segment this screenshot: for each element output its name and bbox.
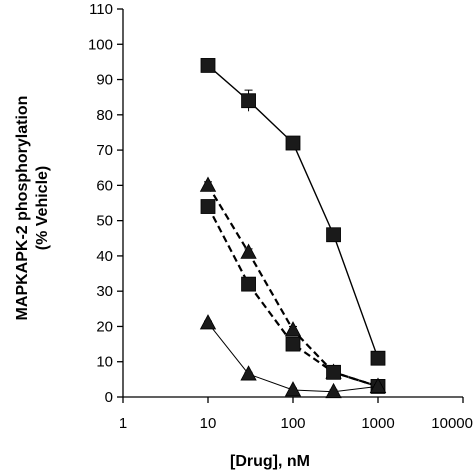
data-point-triangle bbox=[199, 176, 217, 192]
data-point-square bbox=[326, 227, 341, 243]
y-tick-label: 60 bbox=[96, 177, 113, 194]
data-point-triangle bbox=[240, 243, 257, 259]
y-tick-label: 100 bbox=[88, 36, 113, 53]
y-axis-title-line2: (% Vehicle) bbox=[34, 166, 51, 250]
y-tick-label: 0 bbox=[105, 389, 113, 406]
data-point-triangle bbox=[284, 381, 302, 397]
series-line bbox=[207, 64, 379, 359]
series-3 bbox=[200, 199, 386, 394]
series-1 bbox=[200, 58, 386, 366]
y-tick-label: 10 bbox=[96, 354, 113, 371]
data-point-square bbox=[200, 58, 216, 73]
y-tick-label: 30 bbox=[96, 283, 113, 300]
data-point-triangle bbox=[199, 314, 217, 330]
data-point-square bbox=[200, 199, 216, 214]
y-tick-label: 40 bbox=[96, 248, 113, 265]
data-point-square bbox=[285, 135, 301, 151]
x-tick-label: 1 bbox=[119, 415, 127, 432]
data-point-square bbox=[241, 93, 256, 109]
data-point-triangle bbox=[284, 321, 302, 337]
y-tick-label: 70 bbox=[96, 142, 113, 159]
y-tick-label: 50 bbox=[96, 213, 113, 230]
y-axis-title-line1: MAPKAPK-2 phosphorylation bbox=[14, 96, 31, 321]
data-point-triangle bbox=[369, 377, 387, 393]
x-tick-label: 1000 bbox=[361, 415, 394, 432]
series-4 bbox=[199, 314, 387, 399]
series-line bbox=[207, 206, 379, 388]
series-layer bbox=[199, 58, 387, 399]
data-point-square bbox=[285, 336, 301, 352]
x-tick-label: 10 bbox=[200, 415, 217, 432]
x-tick-label: 100 bbox=[280, 415, 305, 432]
y-tick-label: 90 bbox=[96, 72, 113, 89]
x-tick-label: 10000 bbox=[431, 415, 473, 432]
x-axis-title: [Drug], nM bbox=[230, 453, 310, 470]
y-tick-label: 80 bbox=[96, 107, 113, 124]
y-tick-label: 20 bbox=[96, 318, 113, 335]
data-point-triangle bbox=[325, 382, 342, 399]
series-2 bbox=[199, 176, 387, 393]
data-point-square bbox=[241, 276, 256, 292]
data-point-square bbox=[326, 364, 341, 380]
y-tick-label: 110 bbox=[89, 1, 113, 18]
data-point-square bbox=[370, 350, 386, 366]
data-point-triangle bbox=[240, 365, 257, 381]
